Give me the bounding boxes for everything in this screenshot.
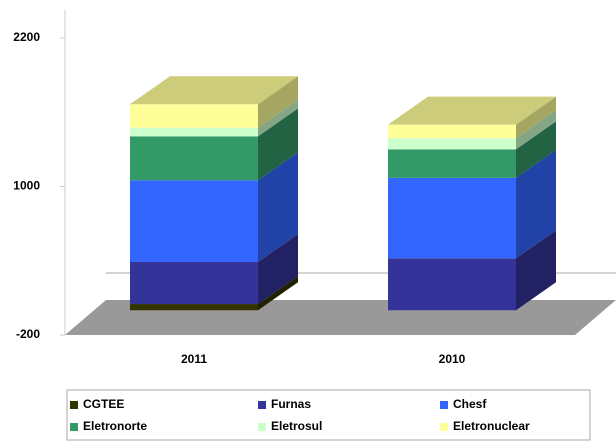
- bar-side: [258, 76, 298, 128]
- bar-side: [516, 110, 556, 150]
- legend-label: Furnas: [271, 397, 311, 411]
- bar-segment: [130, 104, 258, 128]
- legend-label: CGTEE: [83, 397, 124, 411]
- bar-side: [516, 149, 556, 259]
- bar-segment: [130, 304, 258, 311]
- bar-side: [258, 276, 298, 311]
- bar-segment: [388, 258, 516, 311]
- bar-segment: [130, 136, 258, 181]
- bar-side: [516, 121, 556, 178]
- bar-segment: [388, 177, 516, 259]
- bar-side: [258, 99, 298, 137]
- bar-top: [130, 76, 298, 105]
- legend-label: Chesf: [453, 397, 487, 411]
- legend-label: Eletronorte: [83, 419, 147, 433]
- bar-segment: [130, 261, 258, 305]
- legend-swatch: [70, 401, 78, 409]
- bar-top: [388, 96, 556, 125]
- legend-swatch: [258, 401, 266, 409]
- y-tick-label: 1000: [13, 179, 40, 193]
- legend-swatch: [440, 401, 448, 409]
- legend-label: Eletronuclear: [453, 419, 530, 433]
- bar-side: [258, 108, 298, 181]
- legend-label: Eletrosul: [271, 419, 322, 433]
- bar-segment: [130, 180, 258, 262]
- bar-segment: [388, 124, 516, 139]
- y-tick-label: -200: [16, 327, 40, 341]
- bar-segment: [388, 138, 516, 150]
- bar-side: [516, 230, 556, 311]
- bar-segment: [388, 149, 516, 178]
- bar-side: [258, 233, 298, 305]
- legend-swatch: [440, 423, 448, 431]
- y-tick-label: 2200: [13, 30, 40, 44]
- legend-swatch: [258, 423, 266, 431]
- legend: [66, 389, 591, 441]
- x-tick-label: 2010: [439, 352, 466, 366]
- legend-swatch: [70, 423, 78, 431]
- bar-side: [516, 96, 556, 139]
- bar-side: [258, 152, 298, 262]
- bar-segment: [130, 127, 258, 137]
- x-tick-label: 2011: [181, 352, 207, 366]
